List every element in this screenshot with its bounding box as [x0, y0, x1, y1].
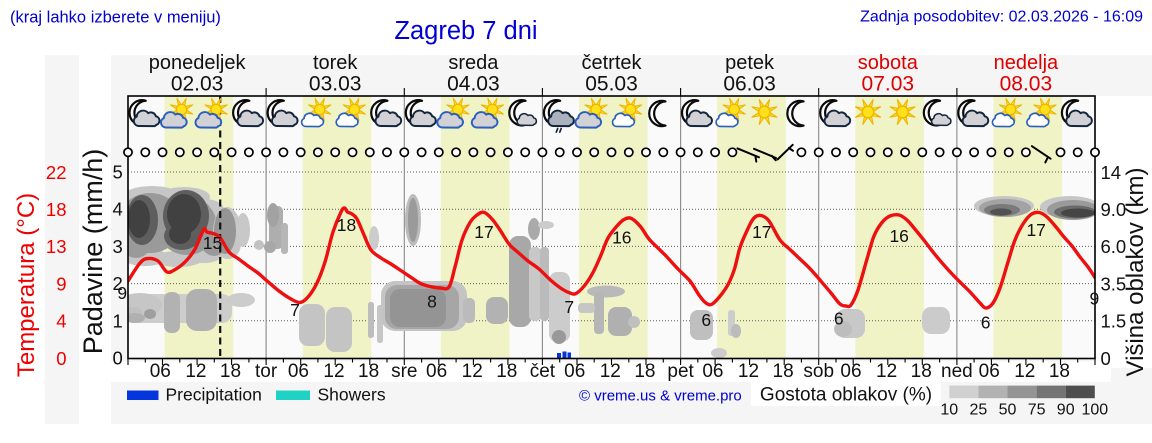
svg-text:9: 9 — [1090, 289, 1100, 309]
svg-text:4: 4 — [56, 311, 66, 332]
svg-text:7: 7 — [564, 297, 574, 317]
svg-text:Zagreb 7 dni: Zagreb 7 dni — [394, 17, 537, 45]
svg-text:sob: sob — [803, 361, 834, 382]
svg-text:četrtek: četrtek — [581, 52, 642, 74]
svg-text:© vreme.us & vreme.pro: © vreme.us & vreme.pro — [579, 388, 742, 405]
svg-text:75: 75 — [1028, 402, 1046, 419]
svg-text:06: 06 — [840, 361, 861, 382]
svg-text:6: 6 — [981, 312, 991, 332]
svg-text:ned: ned — [941, 361, 973, 382]
svg-text:Precipitation: Precipitation — [166, 385, 262, 405]
svg-text:06.03: 06.03 — [723, 73, 776, 96]
svg-text:06: 06 — [426, 361, 447, 382]
svg-text:7: 7 — [290, 300, 300, 320]
svg-text:06: 06 — [979, 361, 1000, 382]
svg-text:50: 50 — [999, 402, 1017, 419]
svg-text:18: 18 — [634, 361, 655, 382]
svg-text:05.03: 05.03 — [585, 73, 638, 96]
svg-text:1: 1 — [113, 310, 123, 331]
svg-text:0: 0 — [1101, 348, 1111, 369]
svg-text:sreda: sreda — [448, 52, 499, 74]
svg-text:1.5: 1.5 — [1101, 311, 1127, 332]
svg-text:9: 9 — [117, 283, 127, 303]
svg-text:10: 10 — [940, 402, 958, 419]
svg-text:18: 18 — [773, 361, 794, 382]
svg-text:07.03: 07.03 — [862, 73, 915, 96]
svg-text:3.5: 3.5 — [1101, 273, 1127, 294]
svg-text:Gostota oblakov (%): Gostota oblakov (%) — [760, 385, 932, 406]
svg-text:08.03: 08.03 — [1000, 73, 1053, 96]
svg-text:18: 18 — [337, 215, 356, 235]
svg-text:18: 18 — [496, 361, 517, 382]
svg-text:0: 0 — [113, 348, 123, 369]
svg-text:6.0: 6.0 — [1101, 236, 1127, 257]
svg-text:15: 15 — [203, 233, 222, 253]
svg-text:06: 06 — [564, 361, 585, 382]
svg-text:12: 12 — [462, 361, 483, 382]
svg-text:14: 14 — [1101, 162, 1122, 183]
svg-text:petek: petek — [725, 52, 775, 74]
svg-text:06: 06 — [288, 361, 309, 382]
svg-text:18: 18 — [220, 361, 241, 382]
svg-text:13: 13 — [46, 236, 67, 257]
svg-text:6: 6 — [701, 310, 711, 330]
svg-text:12: 12 — [738, 361, 759, 382]
svg-text:9: 9 — [56, 273, 66, 294]
svg-text:tor: tor — [255, 361, 278, 382]
svg-text:8: 8 — [427, 292, 437, 312]
svg-text:17: 17 — [474, 222, 493, 242]
svg-text:3: 3 — [113, 236, 123, 257]
svg-text:12: 12 — [876, 361, 897, 382]
svg-text:6: 6 — [834, 308, 844, 328]
svg-text:5: 5 — [113, 162, 123, 183]
svg-text:12: 12 — [323, 361, 344, 382]
svg-text:4: 4 — [113, 199, 123, 220]
svg-text:Zadnja posodobitev: 02.03.2026: Zadnja posodobitev: 02.03.2026 - 16:09 — [860, 9, 1143, 26]
svg-text:18: 18 — [358, 361, 379, 382]
svg-text:12: 12 — [185, 361, 206, 382]
svg-text:čet: čet — [530, 361, 556, 382]
svg-text:18: 18 — [1049, 361, 1070, 382]
svg-text:22: 22 — [46, 162, 67, 183]
svg-text:04.03: 04.03 — [447, 73, 500, 96]
svg-text:17: 17 — [1026, 220, 1045, 240]
svg-text:9.0: 9.0 — [1101, 199, 1127, 220]
svg-text:torek: torek — [313, 52, 358, 74]
svg-text:25: 25 — [970, 402, 988, 419]
svg-text:03.03: 03.03 — [309, 73, 362, 96]
svg-text:sre: sre — [391, 361, 417, 382]
svg-text:12: 12 — [1014, 361, 1035, 382]
svg-text:Temperatura (°C): Temperatura (°C) — [13, 193, 40, 377]
svg-text:16: 16 — [612, 228, 631, 248]
svg-text:sobota: sobota — [858, 52, 919, 74]
svg-text:18: 18 — [911, 361, 932, 382]
svg-text:ponedeljek: ponedeljek — [149, 52, 247, 74]
svg-text:2: 2 — [113, 273, 123, 294]
svg-text:pet: pet — [667, 361, 694, 382]
svg-text:02.03: 02.03 — [171, 73, 224, 96]
svg-text:17: 17 — [752, 222, 771, 242]
svg-text:0: 0 — [56, 348, 66, 369]
svg-text:12: 12 — [600, 361, 621, 382]
svg-text:06: 06 — [702, 361, 723, 382]
svg-text:16: 16 — [889, 226, 908, 246]
svg-text:nedelja: nedelja — [994, 52, 1059, 74]
svg-text:Padavine (mm/h): Padavine (mm/h) — [78, 149, 108, 355]
svg-text:100: 100 — [1081, 402, 1108, 419]
svg-text:06: 06 — [150, 361, 171, 382]
svg-text:Showers: Showers — [318, 385, 386, 405]
svg-text:(kraj lahko izberete v meniju): (kraj lahko izberete v meniju) — [10, 9, 221, 27]
svg-text:18: 18 — [46, 199, 67, 220]
svg-text:90: 90 — [1057, 402, 1075, 419]
svg-text:Višina oblakov (km): Višina oblakov (km) — [1122, 168, 1149, 377]
